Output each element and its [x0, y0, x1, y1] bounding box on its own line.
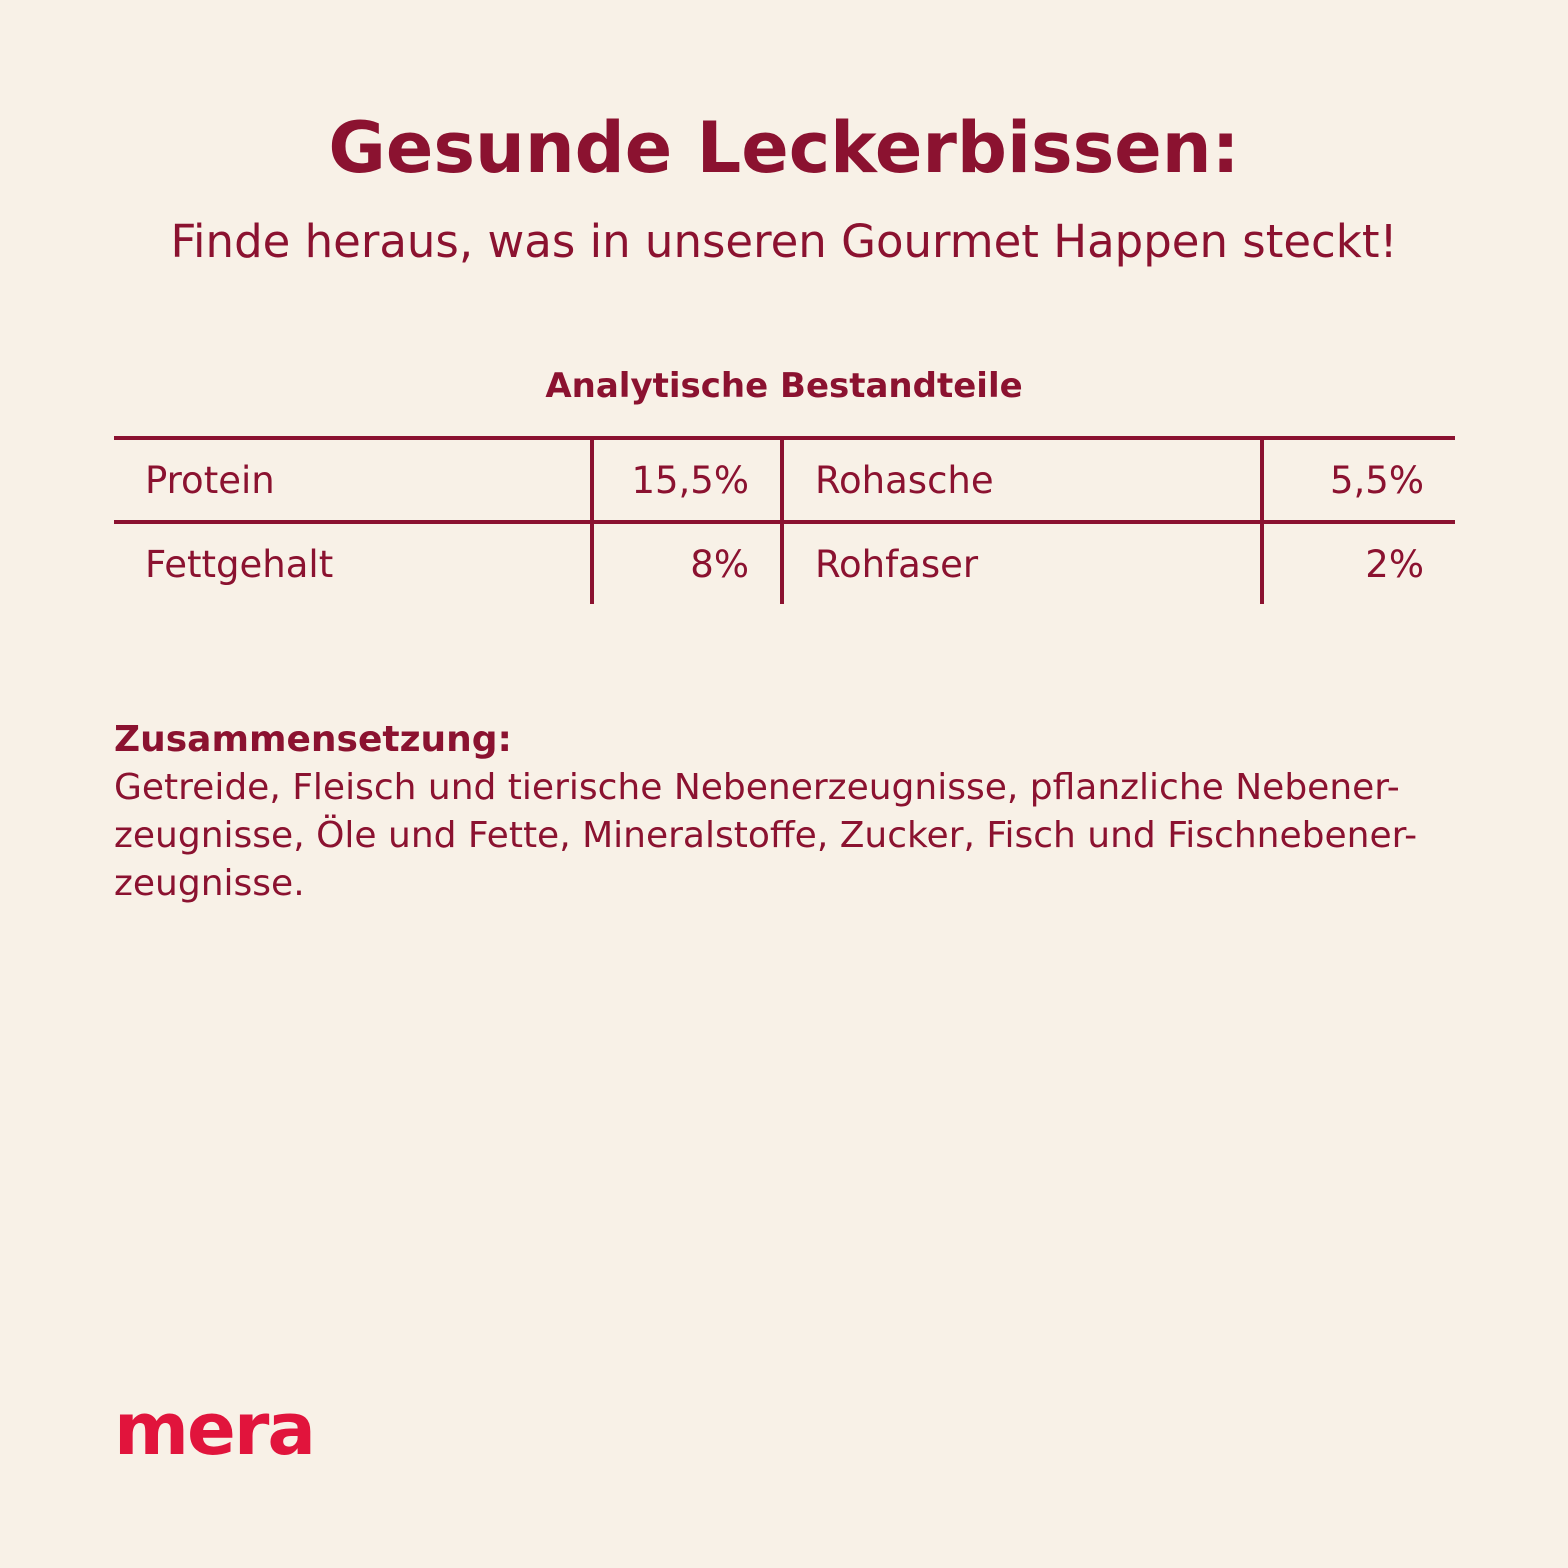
- nutrient-label: Rohasche: [784, 440, 1264, 520]
- table-row: Protein 15,5% Rohasche 5,5%: [114, 440, 1455, 524]
- nutrient-table: Protein 15,5% Rohasche 5,5% Fettgehalt 8…: [114, 436, 1455, 604]
- nutrient-label: Fettgehalt: [114, 524, 594, 604]
- composition-text-line: zeugnisse, Öle und Fette, Mineralstoffe,…: [114, 815, 1418, 856]
- table-row: Fettgehalt 8% Rohfaser 2%: [114, 524, 1455, 604]
- nutrient-value: 8%: [594, 524, 784, 604]
- nutrient-value: 15,5%: [594, 440, 784, 520]
- page-title: Gesunde Leckerbissen:: [328, 107, 1240, 189]
- composition-section: Zusammensetzung: Getreide, Fleisch und t…: [114, 716, 1444, 908]
- nutrient-value: 2%: [1365, 542, 1424, 586]
- brand-logo: mera: [114, 1387, 316, 1471]
- nutrient-value: 5,5%: [1330, 458, 1424, 502]
- composition-text-line: zeugnisse.: [114, 863, 305, 904]
- composition-text-line: Getreide, Fleisch und tierische Nebenerz…: [114, 767, 1400, 808]
- nutrient-label: Rohfaser: [784, 524, 1264, 604]
- nutrient-label: Protein: [114, 440, 594, 520]
- composition-heading: Zusammensetzung:: [114, 719, 512, 760]
- page-subtitle: Finde heraus, was in unseren Gourmet Hap…: [170, 215, 1398, 268]
- analysis-heading: Analytische Bestandteile: [545, 366, 1023, 406]
